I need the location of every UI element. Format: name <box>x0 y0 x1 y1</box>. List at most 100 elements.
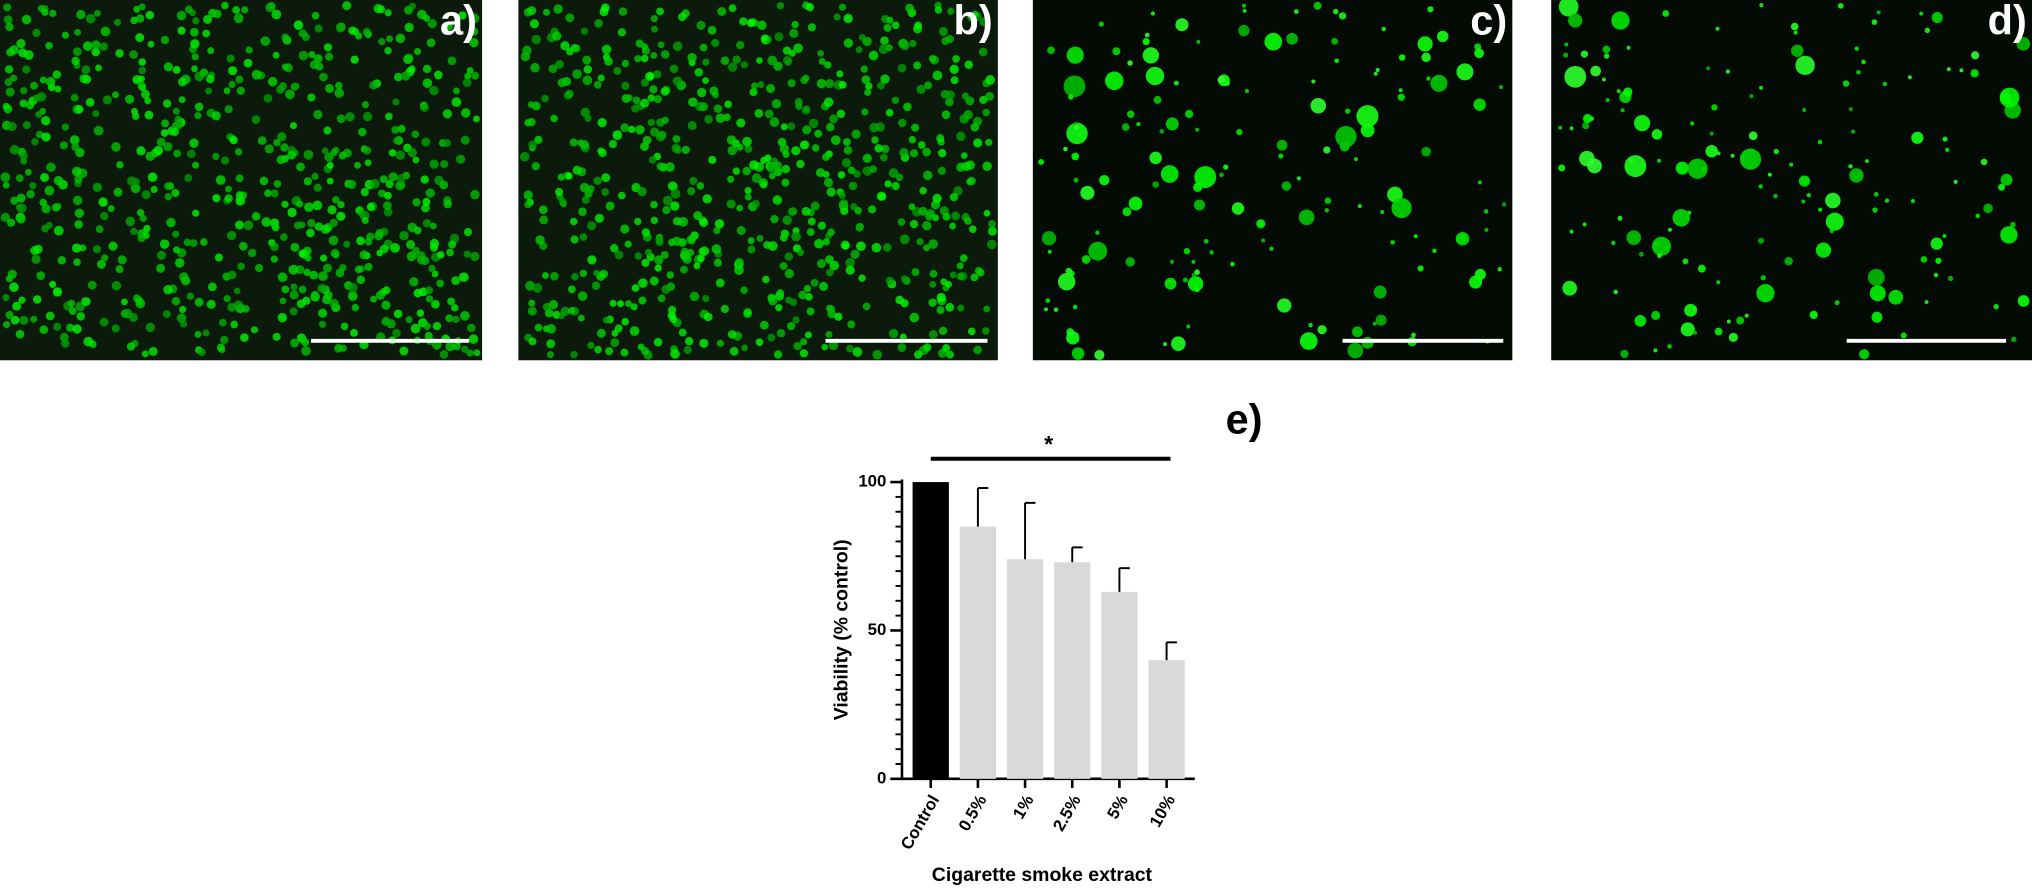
cell <box>782 229 790 238</box>
cell <box>751 173 762 184</box>
cell <box>2011 336 2017 343</box>
cell <box>693 262 701 270</box>
cell <box>973 138 983 148</box>
cell <box>41 8 49 16</box>
cell <box>325 52 334 61</box>
cell <box>313 183 322 192</box>
cell <box>583 65 593 74</box>
cell <box>54 203 62 211</box>
cell <box>93 125 104 136</box>
cell <box>138 58 147 66</box>
cell <box>1170 259 1175 264</box>
y-tick-label: 50 <box>868 620 887 639</box>
cell <box>845 265 855 275</box>
cell <box>908 135 917 144</box>
cell <box>934 6 943 14</box>
cell <box>236 86 246 95</box>
cell <box>303 149 314 160</box>
cell <box>649 276 659 286</box>
cell <box>100 26 111 37</box>
cell <box>742 166 751 176</box>
cell <box>462 78 472 88</box>
cell <box>587 221 597 231</box>
cell <box>72 243 82 253</box>
cell <box>840 206 849 215</box>
cell <box>211 111 221 121</box>
cell <box>635 125 645 135</box>
cell <box>429 243 439 252</box>
cell <box>897 63 907 73</box>
cell <box>577 291 588 301</box>
cell <box>1397 93 1405 101</box>
cell <box>424 286 434 295</box>
cell <box>1758 184 1763 189</box>
cell <box>360 188 369 197</box>
cell <box>1437 30 1449 43</box>
cell <box>301 338 310 347</box>
cell <box>469 13 480 24</box>
cell <box>550 114 558 123</box>
cell <box>932 70 943 81</box>
cell <box>72 166 82 177</box>
cell <box>1193 199 1206 211</box>
cell <box>91 47 101 57</box>
cell <box>1605 98 1610 103</box>
cell <box>336 114 346 124</box>
cell <box>528 299 536 307</box>
cell <box>641 258 650 268</box>
cell <box>337 201 345 209</box>
cell <box>919 187 927 195</box>
cell <box>760 156 768 164</box>
cell <box>1244 89 1249 94</box>
cell <box>672 216 682 226</box>
cell <box>136 209 145 217</box>
cell <box>928 330 938 339</box>
cell <box>787 322 796 331</box>
cell <box>2017 295 2030 307</box>
x-tick-label: 10% <box>1146 792 1179 831</box>
cell <box>242 305 250 313</box>
cell <box>621 317 630 326</box>
cell <box>343 240 351 248</box>
cell <box>800 338 808 346</box>
cell <box>1789 162 1794 167</box>
cell <box>32 94 41 102</box>
cell <box>1152 181 1159 188</box>
cell <box>403 54 413 65</box>
cell <box>688 97 698 107</box>
cell <box>162 310 171 318</box>
cell <box>95 64 102 72</box>
cell <box>761 34 769 42</box>
cell <box>323 126 332 135</box>
cell <box>956 131 966 142</box>
cell <box>53 175 64 186</box>
cell <box>173 149 182 158</box>
cell <box>227 270 237 280</box>
cell <box>662 195 673 206</box>
cell <box>1063 146 1068 152</box>
cell <box>212 152 220 161</box>
cell <box>824 61 832 69</box>
cell <box>138 3 146 11</box>
cell <box>1623 87 1633 97</box>
cell <box>1073 177 1079 183</box>
cell <box>460 310 470 321</box>
cell <box>1716 151 1721 156</box>
cell <box>1426 76 1431 81</box>
cell <box>1714 327 1723 336</box>
cell <box>112 91 119 99</box>
cell <box>1569 126 1574 131</box>
cell <box>905 3 914 13</box>
cell <box>22 65 31 74</box>
cell <box>1311 79 1316 84</box>
cell <box>1802 108 1807 112</box>
cell <box>839 199 849 209</box>
bar <box>1006 559 1044 779</box>
cell <box>382 286 391 295</box>
cell <box>1175 18 1189 32</box>
cell <box>726 199 736 209</box>
cell <box>979 95 988 104</box>
cell <box>826 305 836 314</box>
cell <box>852 347 863 357</box>
cell <box>1063 75 1086 98</box>
